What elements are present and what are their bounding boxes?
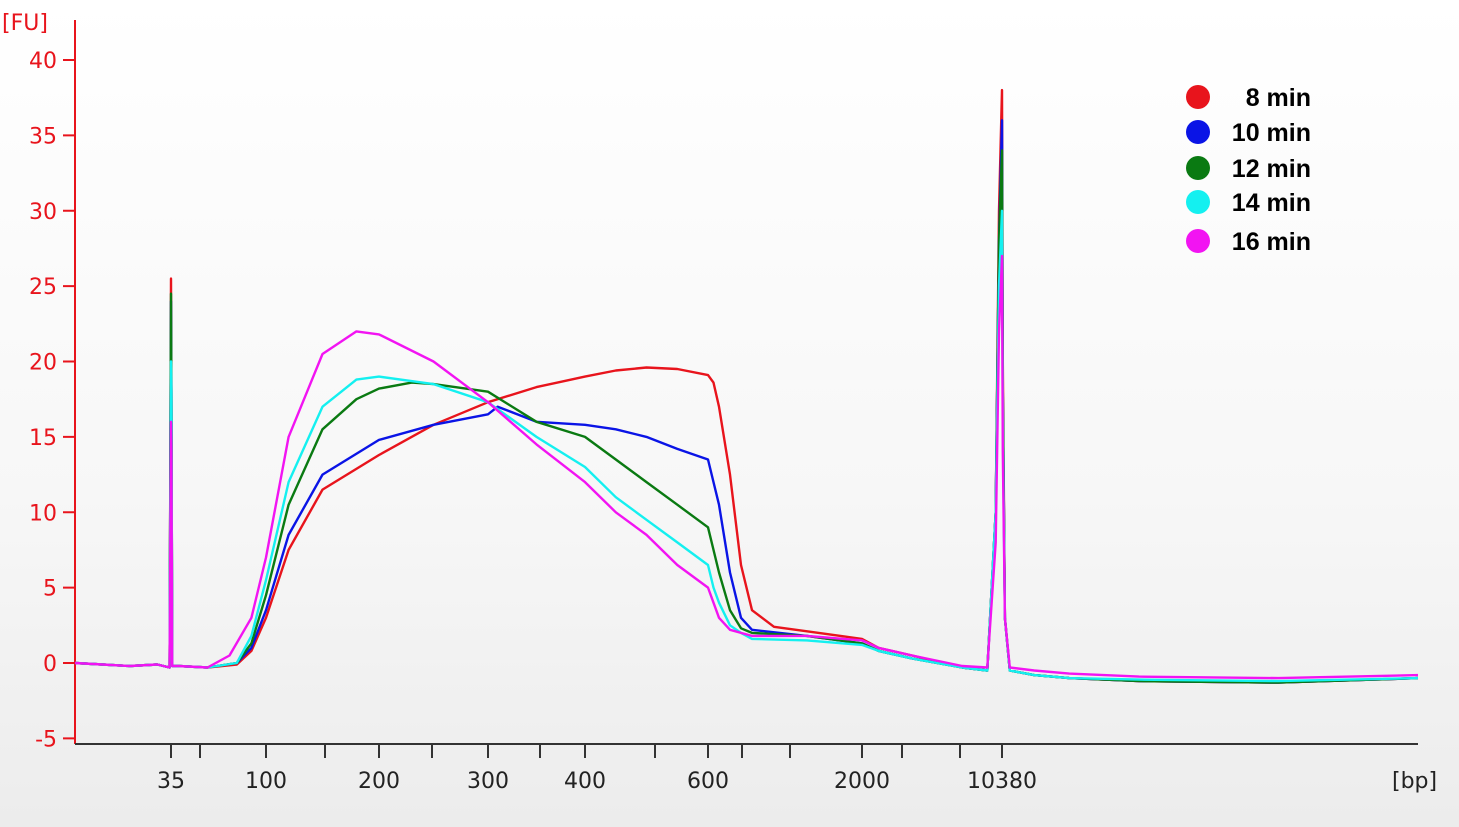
legend-marker	[1186, 120, 1210, 144]
series-line-10-min	[74, 119, 1419, 684]
x-tick-label: 400	[564, 769, 606, 794]
legend-label: 8 min	[1246, 84, 1311, 112]
legend-label: 14 min	[1232, 189, 1311, 217]
legend-label: 16 min	[1232, 228, 1311, 256]
legend-marker	[1186, 190, 1210, 214]
series-lines	[74, 88, 1419, 684]
series-line-12-min	[74, 149, 1419, 684]
x-tick-label: 10380	[967, 769, 1037, 794]
legend-label: 12 min	[1232, 155, 1311, 183]
legend-marker	[1186, 229, 1210, 253]
y-tick-label: 25	[29, 275, 57, 300]
y-tick-label: 5	[43, 577, 57, 602]
legend-label: 10 min	[1232, 119, 1311, 147]
y-tick-label: 30	[29, 200, 57, 225]
y-tick-label: 40	[29, 49, 57, 74]
legend: 8 min 10 min 12 min 14 min 16 min	[1186, 84, 1311, 256]
legend-marker	[1186, 85, 1210, 109]
series-line-14-min	[74, 209, 1419, 683]
x-ticks: 35 100 200 300 400 600 2000 10380	[157, 744, 1037, 794]
series-line-16-min	[74, 254, 1419, 680]
y-tick-label: 10	[29, 501, 57, 526]
x-tick-label: 35	[157, 769, 185, 794]
y-tick-label: 0	[43, 652, 57, 677]
legend-marker	[1186, 156, 1210, 180]
series-line-8-min	[74, 88, 1419, 684]
axes	[74, 20, 1418, 745]
y-tick-label: 35	[29, 124, 57, 149]
x-axis-label: [bp]	[1392, 769, 1437, 794]
y-tick-label: -5	[35, 727, 57, 752]
x-tick-label: 2000	[834, 769, 890, 794]
x-tick-label: 300	[467, 769, 509, 794]
x-tick-label: 200	[358, 769, 400, 794]
x-tick-label: 600	[687, 769, 729, 794]
y-ticks: -5 0 5 10 15 20 25 30 35 40	[29, 49, 75, 752]
y-axis-label: [FU]	[2, 11, 48, 36]
x-tick-label: 100	[245, 769, 287, 794]
y-tick-label: 20	[29, 351, 57, 376]
y-tick-label: 15	[29, 426, 57, 451]
